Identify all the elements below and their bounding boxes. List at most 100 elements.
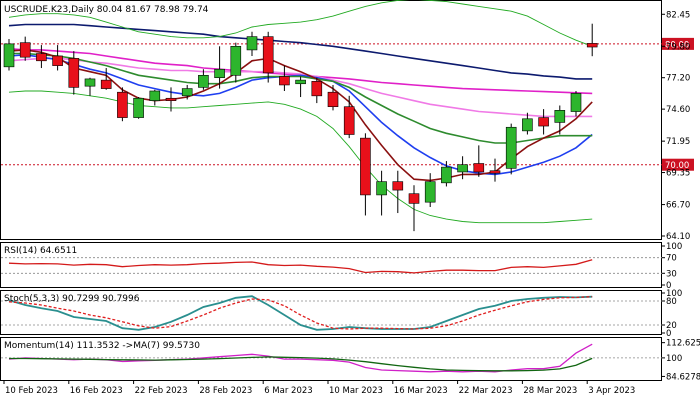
candle-body [100,79,112,89]
x-tick-label: 28 Mar 2023 [523,386,577,396]
level-tag-70.00 [662,158,694,171]
candle-body [441,166,452,184]
candle-body [84,78,96,87]
price-ytick-label: 82.45 [666,10,690,20]
overlay-sma_pink-2 [8,57,593,118]
x-tick-label: 22 Mar 2023 [459,386,513,396]
candle-body [505,126,517,169]
x-tick-label: 22 Feb 2023 [135,386,188,396]
candle [360,133,371,216]
candle-body [165,97,177,101]
momentum-title: Momentum(14) 111.3532 ->MA(7) 99.5730 [4,341,200,351]
candle [52,45,63,71]
candle-body [360,137,371,196]
candle-body [214,68,225,79]
candle [441,161,452,187]
momentum-ytick-label: 112.6258 [666,339,700,349]
candle-body [3,43,15,68]
candle [100,68,112,90]
stoch-ytick-label: 80 [666,297,677,307]
candle-body [376,181,387,196]
candle-body [52,55,63,66]
candle-body [279,76,290,86]
rsi-ytick-label: 30 [666,269,677,279]
candle [279,65,290,91]
candle-body [327,91,339,108]
stoch-ytick-label: 20 [666,321,677,331]
candle-body [230,45,242,76]
price-panel-frame [0,0,662,240]
level-tag-80.00 [662,37,694,50]
candle [230,42,242,83]
candle-body [149,90,161,101]
x-tick-label: 3 Apr 2023 [588,386,635,396]
candle-body [246,36,258,51]
price-ytick-label: 79.80 [666,42,690,52]
candle [327,84,339,111]
candle-body [181,88,193,97]
candle-body [489,170,501,174]
candle [181,84,193,100]
rsi-panel-frame [0,242,662,288]
candle-body [19,42,31,58]
candle [489,158,501,182]
candle [505,123,517,175]
price-ytick-label: 69.35 [666,169,690,179]
candle-body [473,163,485,173]
candle [457,156,468,180]
price-ytick-label: 74.60 [666,105,690,115]
candle [68,51,80,95]
overlay-bollinger-7 [8,0,593,47]
rsi-series-rsi [8,259,593,274]
candle [36,45,47,69]
candle [408,185,420,232]
price-ytick-label: 64.10 [666,232,690,242]
candle-body [198,74,209,88]
x-tick-label: 6 Mar 2023 [264,386,312,396]
stoch-ytick-label: 100 [666,289,682,299]
stoch-title: Stoch(5,3,3) 90.7299 90.7996 [4,294,140,304]
candle-body [343,106,355,135]
candle [262,31,274,83]
x-tick-label: 10 Mar 2023 [329,386,383,396]
candle [165,87,177,112]
candle-body [586,43,598,48]
momentum-panel-frame [0,337,662,381]
candle [3,39,15,71]
candle [392,170,404,214]
candle-body [570,93,582,112]
rsi-ytick-label: 100 [666,242,682,252]
candle-body [522,118,533,132]
candle-body [311,81,323,97]
momentum-ytick-label: 100 [666,354,682,364]
candle [473,145,485,177]
candle-body [457,164,468,173]
price-ytick-label: 66.70 [666,201,690,211]
candle [570,91,582,117]
candle [586,23,598,57]
price-ytick-label: 77.20 [666,74,690,84]
stoch-series-stoch_d [8,296,593,330]
candle-body [408,193,420,204]
candle [214,46,225,89]
candle [149,89,161,106]
rsi-title: RSI(14) 64.6511 [4,246,77,256]
candle [246,31,258,56]
candle-body [554,110,566,123]
candle-body [133,97,144,118]
candle [554,105,566,135]
rsi-ytick-label: 70 [666,254,677,264]
candle-body [392,181,404,191]
candle [343,95,355,139]
candle-body [36,53,47,62]
candle-body [295,79,306,85]
candle-body [424,181,436,203]
overlay-ema_dark_red-5 [8,49,593,182]
x-tick-label: 28 Feb 2023 [199,386,252,396]
candle-body [538,117,549,127]
stoch-series-stoch_k [8,295,593,331]
candle-body [117,91,128,118]
level-tag-text: 80.00 [665,40,689,50]
candle-body [262,36,274,74]
